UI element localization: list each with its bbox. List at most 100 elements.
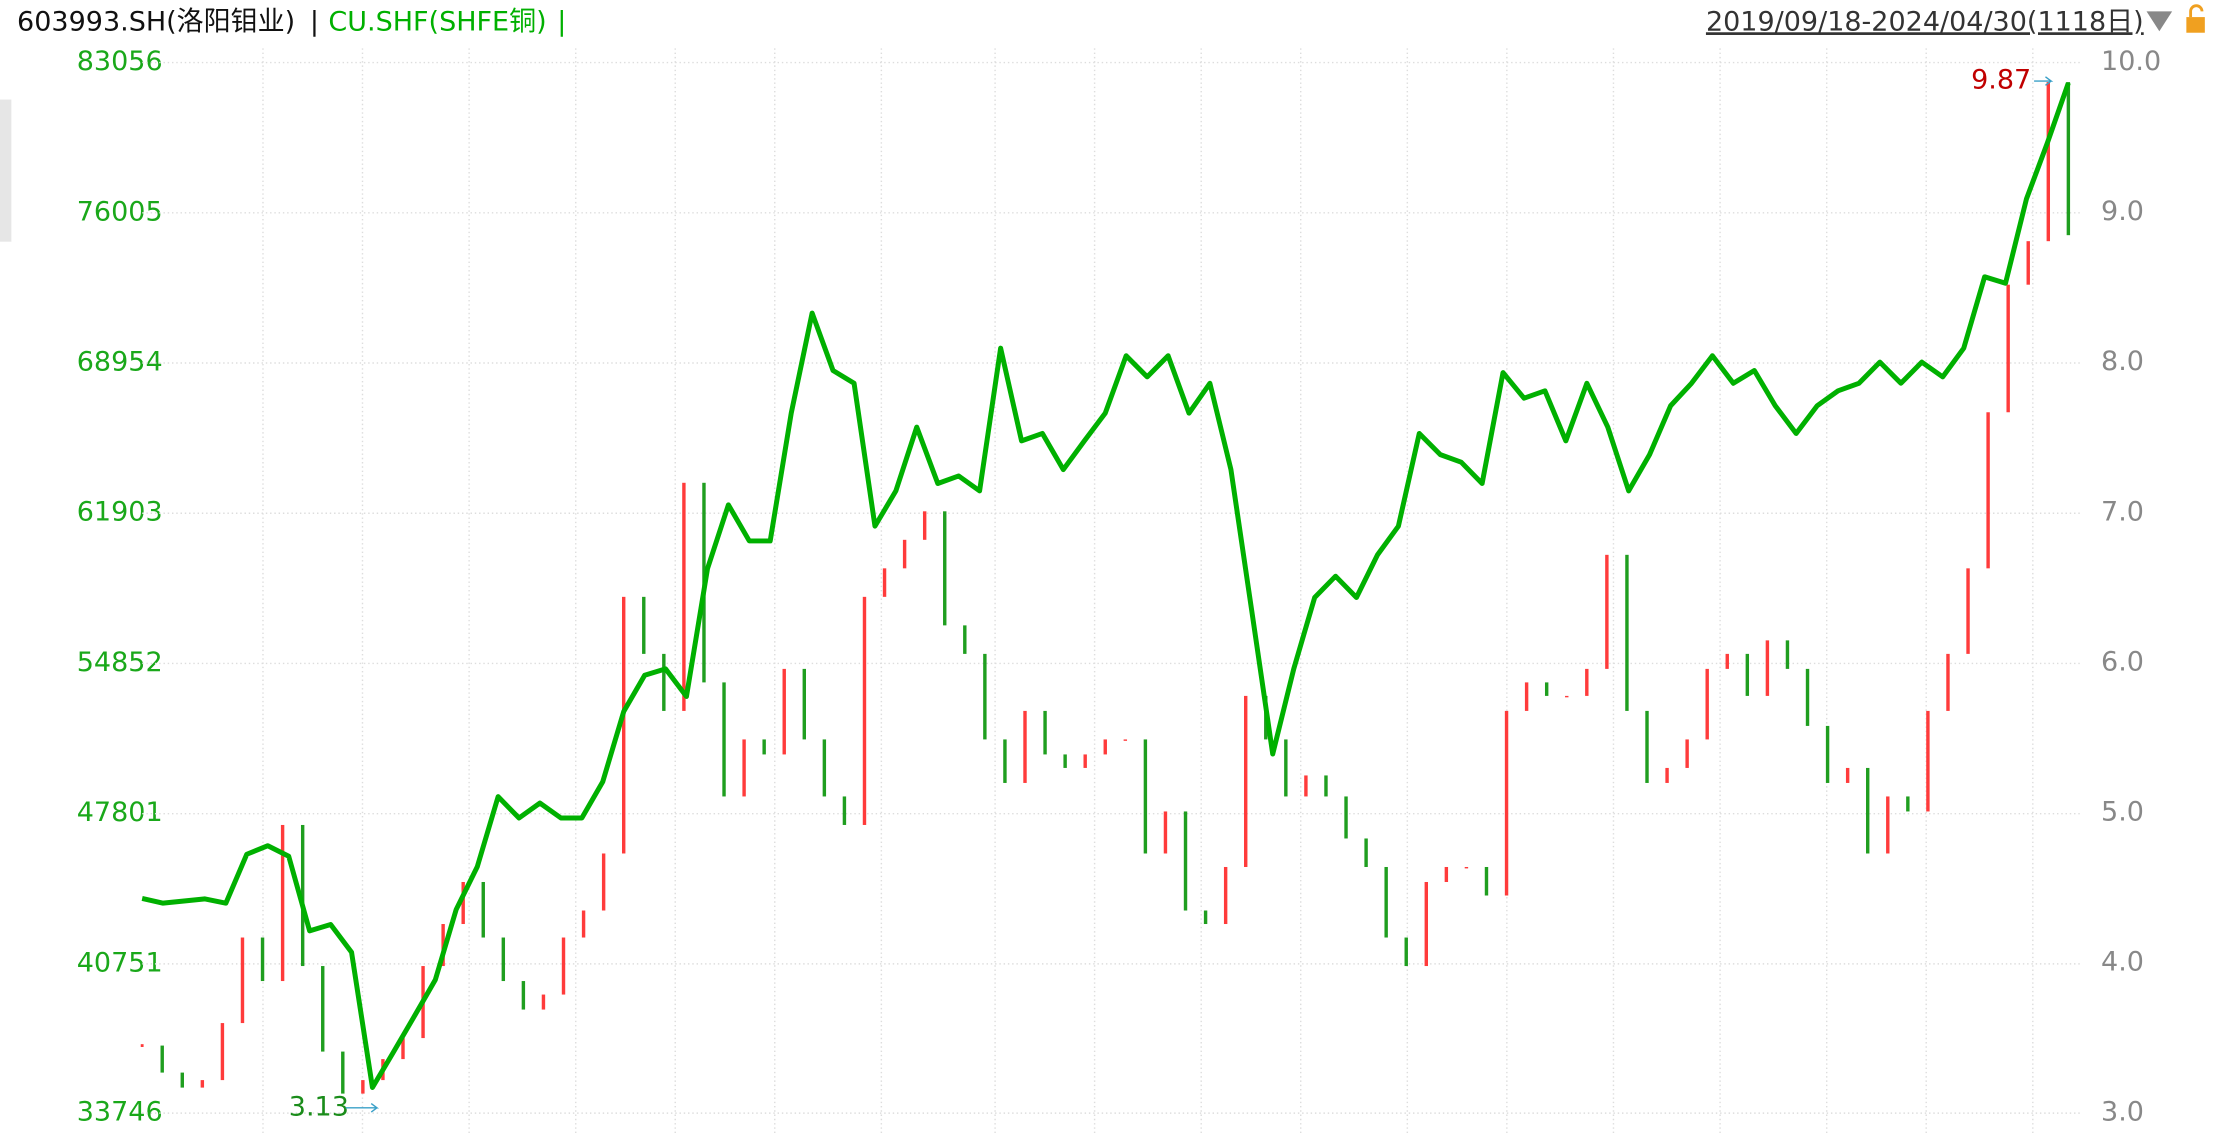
candle xyxy=(1725,653,1729,669)
candle xyxy=(1665,767,1669,783)
candle xyxy=(1986,412,1990,569)
candle xyxy=(1444,866,1449,882)
separator: | xyxy=(310,6,319,37)
candle xyxy=(642,596,646,654)
candle xyxy=(1605,554,1609,669)
candle xyxy=(1003,739,1007,783)
y-tick-label: 61903 xyxy=(77,497,163,528)
candle xyxy=(1284,739,1288,797)
candle xyxy=(662,653,666,711)
stock-label: 603993.SH(洛阳钼业) xyxy=(17,6,295,37)
min-arrow xyxy=(345,1102,380,1113)
candle xyxy=(782,668,786,755)
candle xyxy=(943,511,947,626)
candle xyxy=(1825,725,1830,783)
candle xyxy=(541,994,546,1010)
candle xyxy=(461,881,465,925)
dropdown-arrow[interactable] xyxy=(2146,11,2173,32)
candle xyxy=(1625,554,1629,711)
y2-tick-label: 9.0 xyxy=(2101,196,2144,227)
candle xyxy=(1565,695,1569,698)
separator: | xyxy=(557,6,566,37)
candle xyxy=(1886,796,1890,854)
candle xyxy=(2026,241,2030,285)
y2-tick-label: 8.0 xyxy=(2101,346,2144,377)
candle xyxy=(481,881,485,938)
y-tick-label: 54852 xyxy=(77,647,163,678)
candle xyxy=(1946,653,1950,711)
candle xyxy=(1304,775,1308,797)
max-arrow xyxy=(2034,76,2054,86)
candle xyxy=(1103,739,1107,755)
candle xyxy=(1504,710,1509,896)
candle xyxy=(140,1044,144,1048)
candle xyxy=(1203,910,1208,925)
candle xyxy=(1926,710,1930,812)
candle xyxy=(1244,695,1248,867)
candle xyxy=(902,539,907,569)
sidebar-tab[interactable] xyxy=(0,99,12,242)
candle xyxy=(1544,682,1549,696)
candle xyxy=(1063,754,1067,768)
candle xyxy=(1043,710,1047,755)
candle xyxy=(601,853,606,911)
candle xyxy=(521,981,526,1010)
copper-label: CU.SHF(SHFE铜) xyxy=(328,6,546,37)
candle xyxy=(1705,668,1709,740)
candle xyxy=(762,739,766,755)
candle xyxy=(561,937,566,995)
candle xyxy=(180,1072,184,1088)
candle xyxy=(1745,653,1750,696)
candle xyxy=(1163,811,1168,854)
y2-tick-label: 10.0 xyxy=(2101,46,2161,77)
candle xyxy=(361,1080,365,1094)
candle xyxy=(160,1045,164,1073)
y-tick-label: 33746 xyxy=(77,1097,163,1128)
candle xyxy=(200,1080,205,1088)
candle xyxy=(1524,682,1529,711)
candle xyxy=(280,824,285,982)
candle xyxy=(1123,739,1128,741)
lock-icon[interactable] xyxy=(2186,17,2205,33)
candle xyxy=(742,739,746,797)
candle xyxy=(1966,568,1970,654)
y2-tick-label: 3.0 xyxy=(2101,1097,2144,1128)
candle xyxy=(922,511,927,540)
candle xyxy=(1384,866,1388,938)
candle xyxy=(2046,82,2051,242)
y2-tick-label: 7.0 xyxy=(2101,496,2144,527)
candle xyxy=(2066,82,2071,236)
y2-tick-label: 4.0 xyxy=(2101,947,2144,978)
candle xyxy=(1785,640,1790,669)
y2-tick-label: 6.0 xyxy=(2101,646,2144,677)
candle xyxy=(842,796,847,825)
candle xyxy=(300,824,305,967)
candle xyxy=(1484,866,1489,896)
min-label: 3.13 xyxy=(289,1091,349,1122)
candle xyxy=(882,568,887,597)
candle xyxy=(622,596,626,854)
line xyxy=(141,82,2071,1091)
candle xyxy=(822,739,827,797)
candle xyxy=(722,682,726,797)
candle xyxy=(1083,754,1087,768)
candle xyxy=(321,966,325,1052)
candle xyxy=(1645,710,1649,783)
candle xyxy=(240,937,245,1024)
candle xyxy=(963,625,967,654)
date-range[interactable]: 2019/09/18-2024/04/30(1118日) xyxy=(1706,6,2144,37)
candle xyxy=(1585,668,1589,696)
candle xyxy=(1023,710,1027,783)
candle xyxy=(2006,284,2010,413)
candle xyxy=(1183,811,1188,911)
lock-shackle xyxy=(2189,4,2204,18)
candle xyxy=(1805,668,1810,726)
candle xyxy=(862,596,867,825)
candle xyxy=(1906,796,1910,812)
candle xyxy=(1424,881,1429,967)
y-tick-label: 68954 xyxy=(77,347,163,378)
candle xyxy=(581,910,586,938)
y-tick-label: 40751 xyxy=(77,947,163,978)
